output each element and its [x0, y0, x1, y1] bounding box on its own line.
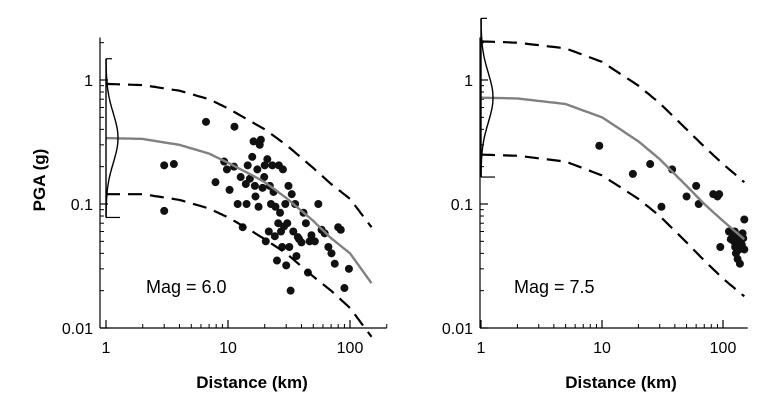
data-point	[282, 261, 291, 270]
data-point	[248, 152, 257, 161]
data-point	[595, 141, 604, 150]
data-point	[270, 232, 279, 241]
data-point	[242, 200, 251, 208]
data-point	[272, 256, 281, 265]
y-tick-label: 0.1	[71, 197, 93, 214]
data-point	[646, 160, 655, 169]
data-point	[682, 192, 691, 201]
data-point	[330, 259, 339, 268]
data-point	[258, 183, 267, 192]
x-tick-label: 10	[219, 340, 237, 357]
data-point	[281, 200, 290, 208]
data-point	[201, 117, 210, 126]
data-point	[211, 178, 220, 187]
data-point	[254, 202, 263, 211]
data-point	[344, 264, 353, 273]
x-tick-label: 100	[710, 340, 737, 357]
median-curve	[480, 96, 746, 241]
panel-mag-7-5: 1 10 100 0.01 0.1 1 Distance (km) Mag = 7.5	[442, 17, 749, 392]
data-point	[271, 202, 280, 211]
data-point	[715, 190, 724, 199]
data-point	[233, 200, 242, 208]
data-point	[245, 174, 254, 183]
data-point	[628, 169, 637, 178]
data-point	[292, 252, 301, 261]
magnitude-label: Mag = 7.5	[514, 277, 595, 297]
x-tick-label: 1	[477, 340, 486, 357]
data-point	[284, 181, 293, 190]
data-point	[260, 161, 269, 170]
data-point	[336, 225, 345, 234]
data-point	[249, 137, 258, 146]
y-tick-label: 0.01	[442, 321, 473, 338]
y-tick-label: 0.1	[451, 197, 473, 214]
data-point	[243, 161, 252, 170]
data-point	[692, 181, 701, 190]
data-point	[716, 243, 725, 252]
data-point	[283, 219, 292, 228]
y-tick-label: 1	[464, 73, 473, 90]
lower-bound-curve	[481, 153, 745, 298]
data-point	[264, 227, 273, 236]
x-axis-title: Distance (km)	[196, 373, 307, 392]
data-point	[230, 122, 239, 131]
data-point	[250, 181, 259, 190]
data-point	[256, 135, 265, 144]
data-point	[289, 227, 298, 236]
data-point	[160, 206, 169, 215]
upper-bound-curve	[105, 82, 373, 228]
data-point	[274, 219, 283, 228]
magnitude-label: Mag = 6.0	[146, 277, 227, 297]
x-tick-label: 1	[102, 340, 111, 357]
y-tick-label: 0.01	[62, 321, 93, 338]
x-tick-label: 100	[337, 340, 364, 357]
data-point	[160, 161, 169, 170]
data-point	[657, 202, 666, 211]
data-point	[169, 160, 178, 169]
data-point	[236, 173, 245, 182]
data-point	[278, 165, 287, 174]
data-point	[668, 165, 677, 174]
distribution-curve	[480, 18, 494, 178]
data-point	[268, 161, 277, 170]
data-point	[340, 284, 349, 293]
y-axis-title: PGA (g)	[30, 149, 49, 212]
data-point	[285, 243, 294, 252]
data-point	[222, 165, 231, 174]
data-point	[225, 185, 234, 194]
median-curve	[105, 136, 373, 284]
data-point	[263, 155, 272, 164]
data-point	[740, 245, 749, 254]
lower-bound-curve	[106, 193, 373, 338]
y-tick-label: 1	[84, 73, 93, 90]
data-point	[286, 286, 295, 295]
data-point	[260, 173, 269, 182]
data-point	[327, 249, 336, 258]
data-point	[740, 215, 749, 224]
data-point	[287, 190, 296, 199]
data-point	[314, 200, 323, 208]
upper-bound-curve	[480, 40, 746, 184]
x-axis-title: Distance (km)	[565, 373, 676, 392]
distribution-curve	[105, 58, 119, 218]
data-point	[251, 192, 260, 201]
panel-mag-6-0: 1 10 100 0.01 0.1 1 Distance (km) Mag = 6.0	[62, 37, 388, 392]
x-tick-label: 10	[593, 340, 611, 357]
data-point	[735, 259, 744, 268]
data-point	[310, 237, 319, 246]
data-point	[297, 238, 306, 247]
data-point	[276, 208, 285, 217]
data-point	[301, 219, 310, 228]
data-point	[324, 243, 333, 252]
data-point	[253, 165, 262, 174]
data-point	[307, 231, 316, 240]
